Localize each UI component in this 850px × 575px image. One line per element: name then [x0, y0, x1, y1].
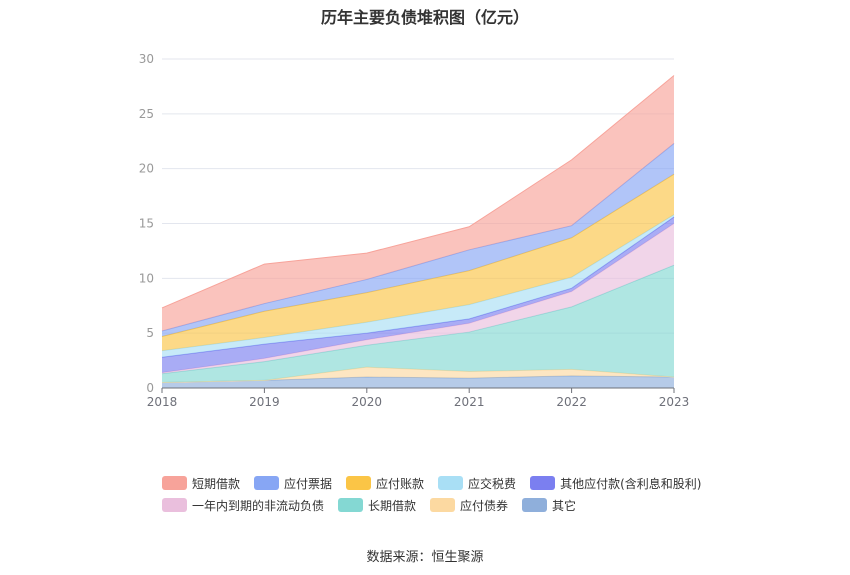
chart-title: 历年主要负债堆积图（亿元）: [320, 8, 529, 27]
legend: 短期借款 应付票据 应付账款 应交税费 其他应付款(含利息和股利) 一年内到期的非流动负债…: [162, 472, 722, 516]
legend-label: 短期借款: [192, 476, 241, 491]
y-tick-label: 5: [146, 326, 154, 340]
legend-swatch: [438, 476, 464, 490]
data-source: 数据来源：恒生聚源: [366, 550, 484, 565]
legend-item[interactable]: 一年内到期的非流动负债: [162, 497, 324, 514]
legend-swatch: [254, 476, 280, 490]
legend-swatch: [530, 476, 556, 490]
legend-item[interactable]: 应付票据: [254, 475, 332, 492]
x-tick-label: 2023: [659, 395, 690, 409]
legend-label: 其它: [552, 498, 577, 513]
series-3-area: [162, 223, 674, 374]
legend-swatch: [346, 476, 372, 490]
legend-item[interactable]: 短期借款: [162, 475, 240, 492]
legend-swatch: [162, 498, 187, 512]
series-1-area: [162, 367, 674, 383]
series-5-area: [162, 214, 674, 358]
legend-item[interactable]: 应交税费: [438, 475, 516, 492]
x-tick-label: 2022: [556, 395, 587, 409]
y-tick-label: 10: [139, 271, 154, 285]
x-tick-label: 2021: [454, 395, 485, 409]
legend-swatch: [430, 498, 456, 512]
series-8-line: [161, 75, 675, 309]
x-tick-label: 2020: [352, 395, 383, 409]
series-8-area: [162, 75, 674, 331]
legend-swatch: [162, 476, 187, 490]
series-0-area: [162, 375, 674, 388]
y-tick-label: 0: [146, 381, 154, 395]
legend-label: 应交税费: [468, 476, 517, 491]
x-tick-label: 2019: [249, 395, 280, 409]
legend-item[interactable]: 其他应付款(含利息和股利): [530, 475, 701, 492]
legend-swatch: [338, 498, 364, 512]
legend-item[interactable]: 应付债券: [430, 497, 508, 514]
y-tick-label: 15: [139, 217, 154, 231]
legend-label: 应付债券: [460, 498, 509, 513]
legend-item[interactable]: 其它: [522, 497, 576, 514]
x-tick-label: 2018: [147, 395, 178, 409]
y-tick-label: 25: [139, 107, 154, 121]
series-2-area: [162, 265, 674, 383]
legend-item[interactable]: 应付账款: [346, 475, 424, 492]
legend-item[interactable]: 长期借款: [338, 497, 416, 514]
legend-row: 短期借款 应付票据 应付账款 应交税费 其他应付款(含利息和股利): [162, 472, 722, 494]
legend-label: 应付账款: [376, 476, 425, 491]
series-4-area: [162, 216, 674, 373]
legend-label: 应付票据: [284, 476, 333, 491]
y-tick-label: 20: [139, 162, 154, 176]
legend-row: 一年内到期的非流动负债 长期借款 应付债券 其它: [162, 494, 722, 516]
y-tick-label: 30: [139, 52, 154, 66]
legend-label: 其他应付款(含利息和股利): [560, 476, 702, 491]
legend-swatch: [522, 498, 548, 512]
legend-label: 一年内到期的非流动负债: [192, 498, 325, 513]
legend-label: 长期借款: [368, 498, 417, 513]
